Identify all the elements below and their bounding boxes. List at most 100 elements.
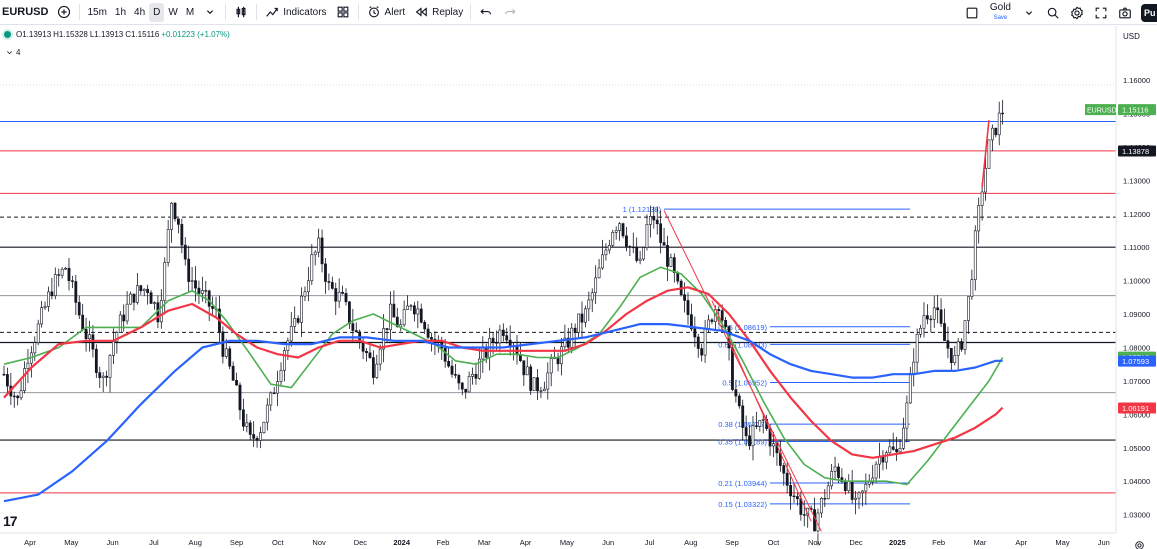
symbol-search-button[interactable]: EURUSD (2, 6, 49, 18)
candle-body (98, 372, 102, 379)
layout-toggle-button[interactable] (960, 3, 984, 22)
snapshot-button[interactable] (1113, 3, 1137, 22)
candle-body (272, 392, 276, 395)
candle-body (351, 323, 355, 331)
candle-body (994, 127, 998, 136)
indicators-button[interactable]: Indicators (260, 3, 330, 22)
candle-body (238, 384, 242, 411)
candle-body (700, 348, 704, 356)
candle-body (997, 112, 1001, 136)
fullscreen-icon (1093, 5, 1109, 21)
candle-body (772, 443, 775, 447)
replay-button[interactable]: Replay (409, 3, 467, 22)
candle-body (573, 327, 577, 333)
candle-body (115, 332, 119, 342)
publish-button[interactable]: Pu (1141, 3, 1157, 22)
chart-type-button[interactable] (229, 3, 253, 22)
price-axis-label: 1.12000 (1123, 210, 1150, 219)
time-axis-label: Dec (354, 538, 368, 547)
candle-body (977, 205, 981, 232)
candle-body (734, 389, 738, 397)
candle-body (47, 291, 50, 307)
currency-label[interactable]: USD (1123, 32, 1140, 41)
redo-icon (502, 4, 518, 20)
candle-body (594, 277, 598, 294)
candle-body (676, 272, 680, 282)
candle-body (908, 373, 912, 404)
candle-body (867, 481, 871, 485)
candle-body (987, 139, 991, 169)
candle-body (224, 348, 228, 357)
chevron-down-icon (4, 47, 14, 57)
candle-body (628, 246, 632, 248)
candle-body (204, 290, 208, 292)
interval-m-button[interactable]: M (185, 6, 195, 18)
candle-body (953, 355, 957, 363)
quick-search-button[interactable] (1041, 3, 1065, 22)
candle-body (296, 318, 300, 323)
candle-body (190, 280, 194, 282)
templates-button[interactable] (331, 3, 355, 22)
candle-body (180, 224, 184, 246)
interval-1h-button[interactable]: 1h (114, 6, 127, 18)
candle-body (625, 235, 628, 247)
interval-15m-button[interactable]: 15m (87, 6, 107, 18)
redo-button[interactable] (498, 3, 522, 22)
candle-body (536, 377, 539, 392)
candle-body (936, 307, 940, 311)
candle-body (604, 249, 608, 256)
time-axis-label: Sep (230, 538, 243, 547)
ohlc-legend: O1.13913 H1.15328 L1.13913 C1.15116 +0.0… (4, 30, 232, 39)
candle-body (925, 315, 929, 320)
settings-button[interactable] (1065, 3, 1089, 22)
price-axis-label: 1.08000 (1123, 343, 1150, 352)
price-tag-label: 1.13878 (1122, 147, 1149, 156)
compare-button[interactable] (52, 3, 76, 22)
candle-body (724, 319, 728, 327)
candle-body (652, 216, 656, 221)
fullscreen-button[interactable] (1089, 3, 1113, 22)
candle-body (741, 405, 745, 428)
candle-body (693, 328, 697, 338)
candle-body (491, 337, 495, 343)
candle-body (891, 446, 895, 450)
candle-body (129, 293, 132, 305)
candle-body (142, 288, 146, 292)
chart-settings-button[interactable] (1131, 537, 1147, 549)
candle-body (563, 337, 567, 348)
candle-body (532, 377, 536, 391)
candle-body (231, 365, 235, 381)
undo-button[interactable] (474, 3, 498, 22)
interval-w-button[interactable]: W (168, 6, 178, 18)
interval-dropdown-button[interactable] (198, 3, 222, 22)
candle-body (847, 480, 851, 491)
candle-body (840, 477, 844, 482)
candle-body (522, 360, 526, 376)
interval-4h-button[interactable]: 4h (134, 6, 146, 18)
candle-body (823, 498, 827, 500)
time-axis-label: Jul (645, 538, 655, 547)
candle-body (33, 342, 37, 354)
layout-menu-button[interactable] (1017, 3, 1041, 22)
candle-body (932, 307, 936, 320)
alert-button[interactable]: Alert (362, 3, 410, 22)
candle-body (348, 301, 351, 324)
candle-body (153, 302, 156, 304)
candle-body (125, 303, 129, 322)
candle-body (166, 229, 170, 263)
tradingview-logo: 17 (3, 513, 18, 529)
candle-body (717, 309, 721, 311)
layout-name-button[interactable]: Gold Save (984, 2, 1017, 23)
candle-body (949, 347, 953, 363)
candle-body (112, 341, 115, 356)
time-axis-label: Nov (808, 538, 822, 547)
candle-body (334, 288, 338, 302)
candle-body (710, 319, 714, 322)
interval-d-button[interactable]: D (149, 2, 165, 22)
search-icon (1045, 5, 1061, 21)
indicators-collapse-toggle[interactable]: 4 (4, 47, 20, 57)
undo-icon (478, 4, 494, 20)
candle-body (67, 267, 71, 282)
candle-body (508, 339, 512, 347)
